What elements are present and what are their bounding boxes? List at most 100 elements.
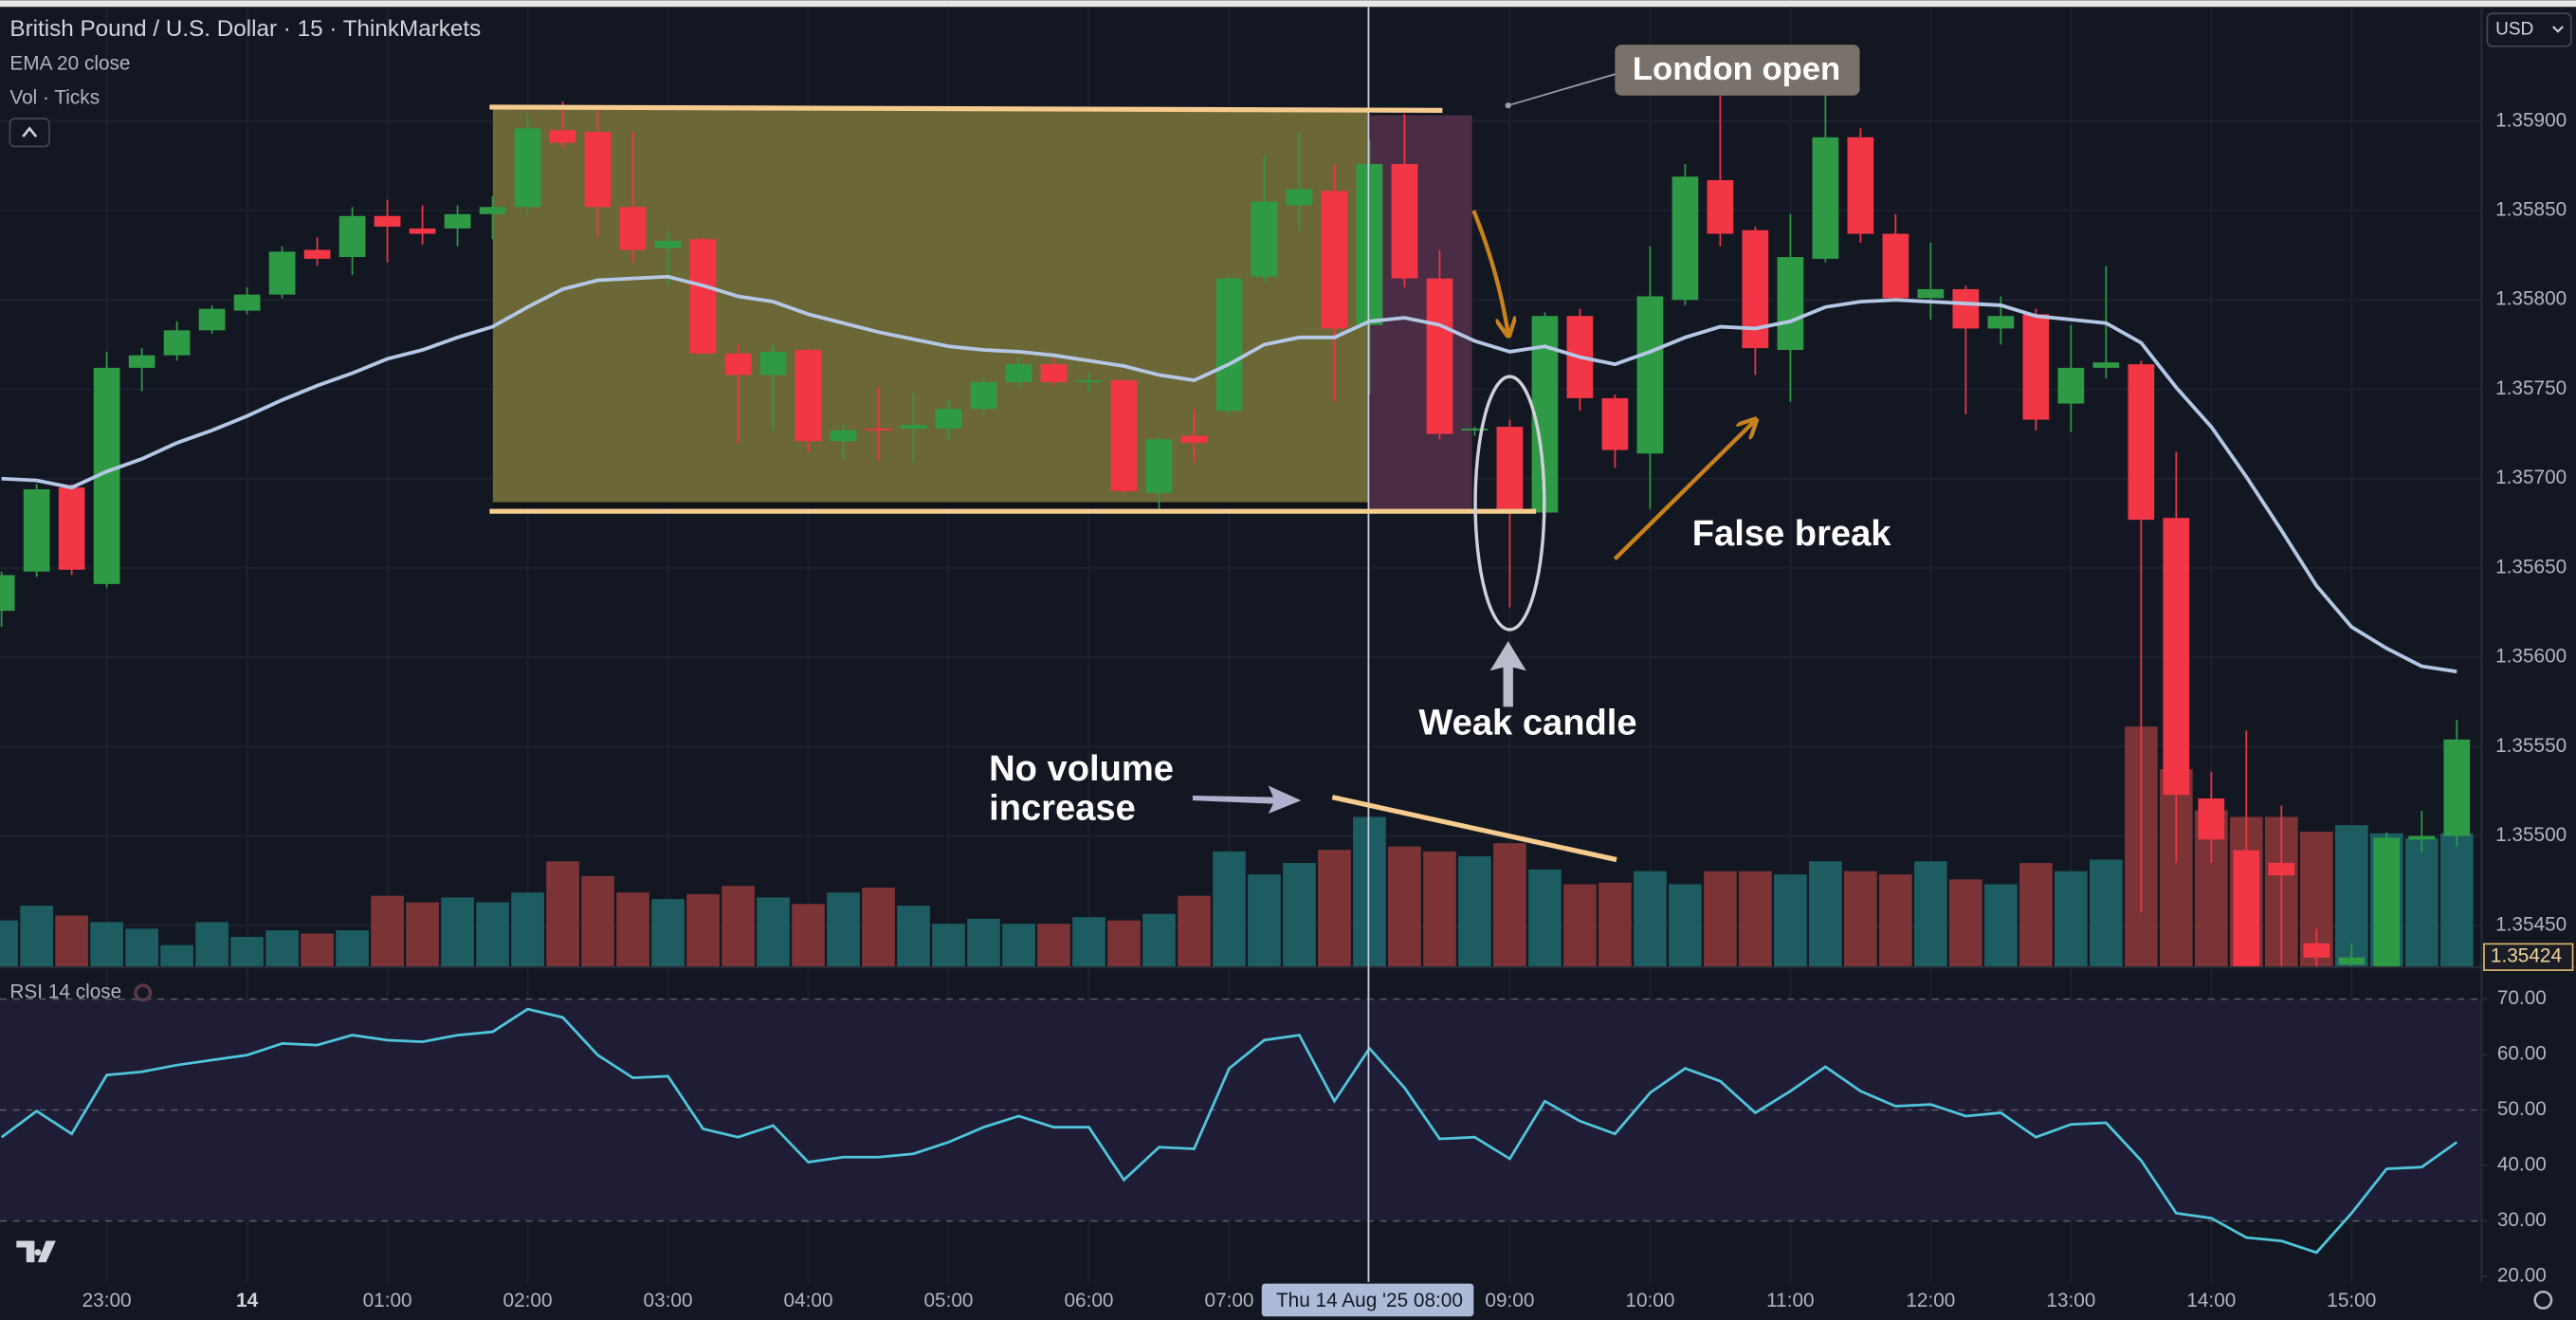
candle-body: [1601, 397, 1629, 450]
volume-bar: [371, 895, 404, 967]
currency-button[interactable]: [2486, 12, 2572, 47]
y-tick-label: 1.35750: [2495, 377, 2567, 399]
rsi-layer: [0, 998, 2481, 1255]
volume-bar: [55, 915, 88, 967]
candle-body: [1672, 176, 1699, 301]
legend-entry: EMA 20 close: [9, 52, 130, 74]
collapse-button[interactable]: [9, 118, 50, 148]
x-tick-label: 05:00: [923, 1290, 973, 1311]
volume-bar: [932, 924, 965, 967]
candle-body: [2268, 862, 2295, 876]
candle-body: [970, 381, 997, 410]
x-tick-label: 07:00: [1204, 1290, 1253, 1311]
caret-icon: [22, 126, 38, 138]
dropdown-icon: [2552, 26, 2564, 33]
volume-bar: [20, 906, 53, 967]
candle-body: [2408, 835, 2436, 840]
candle-body: [2443, 739, 2471, 836]
candle-body: [1952, 288, 1980, 329]
settings-icon[interactable]: [2533, 1290, 2553, 1310]
y-tick-label: 40.00: [2497, 1154, 2547, 1176]
candle-body: [198, 308, 226, 331]
volume-bar: [1318, 850, 1351, 967]
volume-bar: [1353, 816, 1386, 967]
axes: 1.35900 1.35850 1.35800 1.35750 1.35700 1.356…: [82, 109, 2574, 1311]
grid: [0, 7, 2481, 1282]
candle-body: [1145, 439, 1173, 493]
x-tick-label: 11:00: [1766, 1290, 1814, 1311]
candle-body: [1040, 364, 1068, 382]
candle-body: [268, 251, 296, 295]
candle-body: [1215, 278, 1243, 412]
candle-body: [619, 207, 647, 250]
x-tick-label: 10:00: [1625, 1290, 1674, 1311]
x-tick-label: 23:00: [82, 1290, 132, 1311]
volume-bar: [406, 902, 439, 967]
volume-bar: [1879, 874, 1912, 967]
loading-icon: [134, 983, 153, 1002]
candle-body: [0, 575, 15, 612]
volume-bar: [230, 936, 264, 967]
candle-body: [2373, 837, 2401, 967]
candle-body: [865, 428, 892, 431]
candle-body: [1847, 137, 1874, 234]
volume-bar: [581, 875, 614, 967]
volume-bar: [1634, 871, 1667, 967]
annotation: increase: [989, 788, 1136, 829]
volume-bar: [967, 918, 1000, 967]
candle-body: [1812, 137, 1839, 259]
y-tick-label: 1.35600: [2495, 646, 2567, 668]
candle-body: [2057, 367, 2085, 404]
volume-bar: [1809, 861, 1842, 967]
candle-body: [1882, 233, 1909, 299]
candle-body: [1180, 435, 1208, 444]
volume-bar: [1984, 884, 2018, 967]
ema-layer: [1, 274, 2457, 674]
candle-body: [2092, 362, 2120, 368]
annotation: Weak candle: [1418, 703, 1636, 743]
price-pane: [0, 90, 2474, 967]
x-tick-label: 03:00: [644, 1290, 693, 1311]
x-tick-label: 09:00: [1485, 1290, 1534, 1311]
candle-body: [1987, 316, 2015, 329]
x-tick-label: 04:00: [784, 1290, 833, 1311]
candle-body: [303, 249, 331, 259]
volume-bar: [1599, 882, 1632, 967]
candle-body: [1286, 189, 1313, 206]
volume-bar: [195, 922, 228, 967]
volume-bar: [2090, 859, 2123, 967]
candle-body: [654, 241, 682, 248]
volume-bar: [1528, 869, 1562, 967]
volume-bar: [792, 904, 825, 967]
volume-bar: [757, 897, 790, 967]
candle-body: [724, 353, 752, 376]
volume-bar: [1002, 924, 1035, 967]
leader-line: [1507, 73, 1616, 107]
y-tick-label: 70.00: [2497, 987, 2547, 1009]
volume-trend-line: [1331, 795, 1617, 863]
volume-bar: [265, 930, 299, 967]
x-tick-label: 12:00: [1906, 1290, 1955, 1311]
volume-bar: [2404, 838, 2439, 967]
legend-entry: RSI 14 close: [9, 981, 121, 1002]
candle-body: [759, 351, 787, 376]
candle-body: [2338, 957, 2366, 965]
volume-bar: [2055, 871, 2088, 967]
candle-body: [1075, 380, 1103, 382]
volume-bar: [1178, 895, 1211, 967]
volume-bar: [1914, 861, 1947, 967]
currency: USD: [2495, 20, 2533, 40]
candle-body: [935, 409, 962, 429]
volume-bar: [862, 887, 895, 967]
annotations: London open False break Weak candle No v…: [489, 45, 1892, 863]
candle-body: [374, 215, 401, 228]
volume-bar: [1037, 924, 1070, 967]
candle-body: [479, 207, 506, 214]
annotation: False break: [1692, 513, 1892, 554]
candle-body: [409, 228, 436, 234]
rsi-line: [0, 1007, 2458, 1255]
chart-title: British Pound / U.S. Dollar · 15 · Think…: [9, 16, 481, 42]
volume-bar: [827, 892, 860, 967]
